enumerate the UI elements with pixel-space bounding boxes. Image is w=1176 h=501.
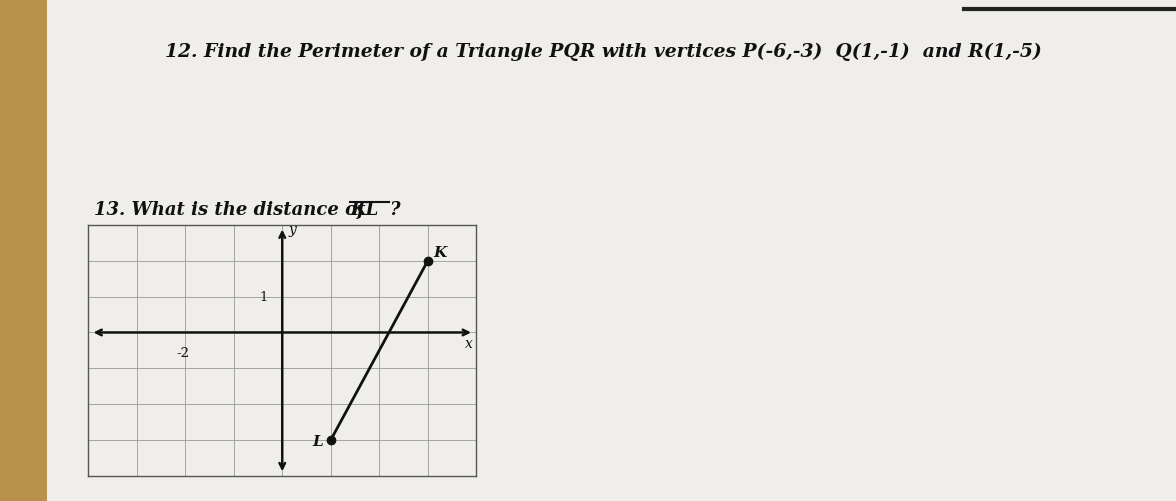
- Polygon shape: [47, 0, 1176, 501]
- Text: -2: -2: [176, 346, 189, 359]
- Text: K: K: [434, 245, 447, 260]
- Text: L: L: [313, 434, 323, 448]
- Text: 12. Find the Perimeter of a Triangle PQR with vertices P(-6,-3)  Q(1,-1)  and R(: 12. Find the Perimeter of a Triangle PQR…: [165, 43, 1042, 61]
- Text: ?: ?: [389, 200, 400, 218]
- Text: 13. What is the distance of: 13. What is the distance of: [94, 200, 372, 218]
- Text: 1: 1: [260, 291, 268, 304]
- Text: y: y: [289, 223, 296, 237]
- Text: KL: KL: [350, 200, 379, 218]
- Text: x: x: [465, 337, 473, 351]
